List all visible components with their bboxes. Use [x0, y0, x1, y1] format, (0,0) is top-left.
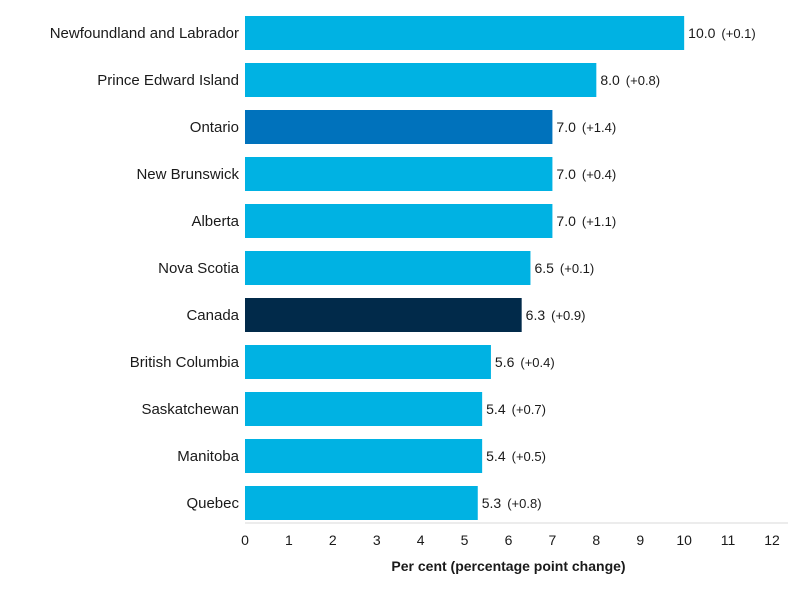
change-label: (+0.1): [721, 26, 755, 41]
value-label: 7.0: [556, 166, 576, 182]
bar-newfoundland-and-labrador: [245, 16, 685, 50]
category-label: Alberta: [191, 213, 239, 230]
bar-british-columbia: [245, 345, 491, 379]
bars-group: [245, 16, 685, 520]
category-label: Newfoundland and Labrador: [50, 25, 239, 42]
category-labels: Newfoundland and Labrador Prince Edward I…: [50, 25, 240, 512]
bar-alberta: [245, 204, 553, 238]
value-label: 5.3: [482, 495, 502, 511]
x-tick-label: 0: [241, 532, 249, 548]
x-axis-title: Per cent (percentage point change): [391, 558, 625, 574]
category-label: British Columbia: [130, 354, 240, 371]
x-tick-label: 2: [329, 532, 337, 548]
bar-saskatchewan: [245, 392, 483, 426]
x-tick-label: 7: [549, 532, 557, 548]
value-label: 5.4: [486, 448, 506, 464]
category-label: Quebec: [186, 495, 239, 512]
category-label: Prince Edward Island: [97, 72, 239, 89]
bar-canada: [245, 298, 522, 332]
bar-quebec: [245, 486, 478, 520]
category-label: Nova Scotia: [158, 260, 240, 277]
bar-new-brunswick: [245, 157, 553, 191]
change-label: (+0.8): [626, 73, 660, 88]
x-tick-label: 4: [417, 532, 425, 548]
x-tick-label: 8: [592, 532, 600, 548]
x-tick-label: 1: [285, 532, 293, 548]
value-labels: 10.0 (+0.1) 8.0 (+0.8) 7.0 (+1.4) 7.0 (+0.4) 7.0…: [482, 25, 756, 511]
change-label: (+0.8): [507, 496, 541, 511]
value-label: 7.0: [556, 119, 576, 135]
x-tick-label: 9: [636, 532, 644, 548]
value-label: 5.4: [486, 401, 506, 417]
x-tick-label: 5: [461, 532, 469, 548]
value-label: 6.3: [526, 307, 546, 323]
category-label: New Brunswick: [136, 166, 239, 183]
change-label: (+0.4): [582, 167, 616, 182]
bar-manitoba: [245, 439, 483, 473]
x-tick-label: 10: [676, 532, 692, 548]
change-label: (+1.4): [582, 120, 616, 135]
value-label: 6.5: [534, 260, 554, 276]
x-tick-label: 12: [764, 532, 780, 548]
x-tick-label: 3: [373, 532, 381, 548]
category-label: Canada: [186, 307, 239, 324]
value-label: 5.6: [495, 354, 515, 370]
category-label: Saskatchewan: [141, 401, 239, 418]
change-label: (+0.5): [512, 449, 546, 464]
bar-nova-scotia: [245, 251, 531, 285]
x-tick-label: 6: [505, 532, 513, 548]
change-label: (+1.1): [582, 214, 616, 229]
bar-prince-edward-island: [245, 63, 597, 97]
category-label: Manitoba: [177, 448, 239, 465]
category-label: Ontario: [190, 119, 239, 136]
change-label: (+0.4): [520, 355, 554, 370]
change-label: (+0.7): [512, 402, 546, 417]
x-axis-ticks: 0 1 2 3 4 5 6 7 8 9 10 11 12: [241, 532, 780, 548]
value-label: 7.0: [556, 213, 576, 229]
value-label: 10.0: [688, 25, 715, 41]
bar-ontario: [245, 110, 553, 144]
value-label: 8.0: [600, 72, 620, 88]
change-label: (+0.1): [560, 261, 594, 276]
x-tick-label: 11: [721, 532, 736, 548]
change-label: (+0.9): [551, 308, 585, 323]
